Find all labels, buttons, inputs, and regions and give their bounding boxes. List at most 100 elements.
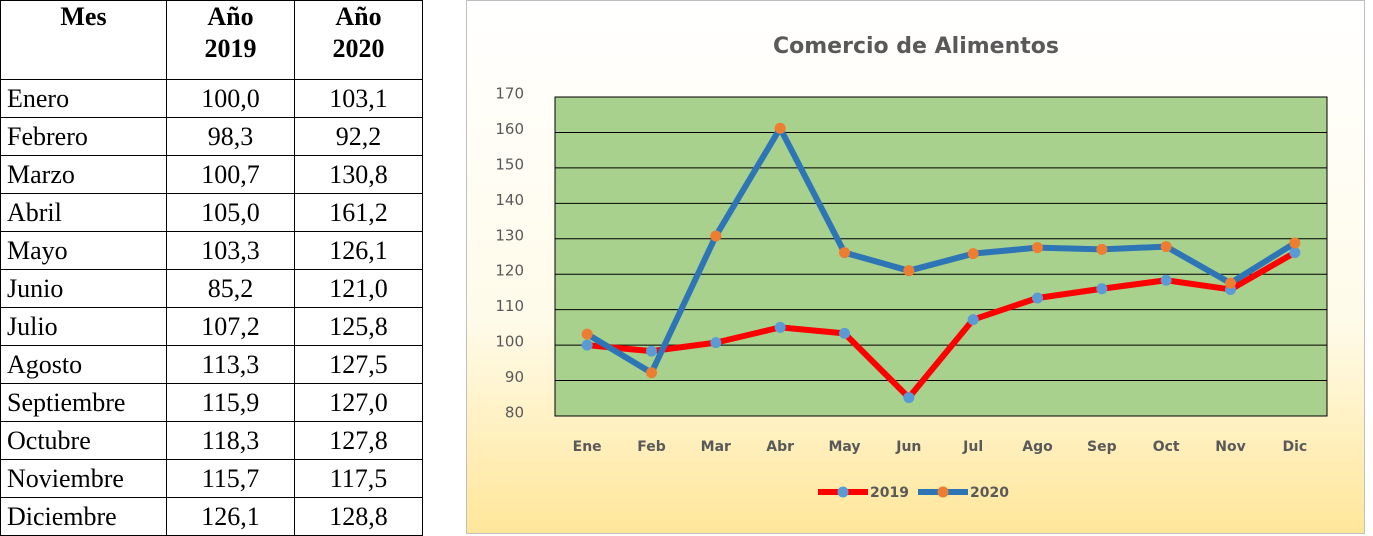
table-row: Marzo 100,7 130,8: [0, 155, 423, 194]
data-point: [967, 314, 979, 326]
table-cell: Octubre: [0, 421, 167, 460]
table-cell: Agosto: [0, 345, 167, 384]
table-cell: Mayo: [0, 231, 167, 270]
table-cell: 121,0: [294, 269, 423, 308]
table-cell: 103,3: [166, 231, 295, 270]
table-cell: Diciembre: [0, 497, 167, 536]
header-text: Mes: [60, 2, 107, 31]
data-point: [839, 247, 850, 259]
header-cell: Mes: [0, 0, 167, 80]
data-point: [903, 392, 915, 404]
y-tick-label: 100: [495, 333, 524, 351]
table-cell: 115,7: [166, 459, 295, 498]
table-row: Junio 85,2 121,0: [0, 269, 423, 308]
data-point: [646, 345, 657, 357]
table-cell: 100,7: [166, 155, 295, 194]
plot-area: [554, 96, 1328, 417]
data-point: [1160, 274, 1172, 286]
table-cell: 105,0: [166, 193, 295, 232]
y-tick-label: 120: [495, 262, 524, 280]
table-row: Octubre 118,3 127,8: [0, 421, 423, 460]
data-point: [774, 122, 786, 134]
table-cell: Marzo: [0, 155, 167, 194]
table-cell: Junio: [0, 269, 167, 308]
table-cell: Febrero: [0, 117, 167, 156]
x-tick-label: Oct: [1153, 439, 1180, 455]
data-point: [581, 339, 593, 351]
x-tick-label: Ago: [1022, 439, 1053, 455]
table-row: Mayo 103,3 126,1: [0, 231, 423, 270]
table-row: Septiembre 115,9 127,0: [0, 383, 423, 422]
x-tick-label: Feb: [637, 439, 666, 455]
table-row: Agosto 113,3 127,5: [0, 345, 423, 384]
table-body: Enero 100,0 103,1 Febrero 98,3 92,2 Marzo 100,7…: [0, 79, 423, 536]
table-cell: Enero: [0, 79, 167, 118]
table-cell: 126,1: [294, 231, 423, 270]
table-cell: 128,8: [294, 497, 423, 536]
table-cell: Septiembre: [0, 383, 167, 422]
table-cell: 100,0: [166, 79, 295, 118]
table-cell: Abril: [0, 193, 167, 232]
x-tick-label: Mar: [701, 439, 731, 455]
legend-marker: [937, 486, 949, 498]
data-point: [1225, 277, 1236, 289]
y-tick-label: 90: [505, 368, 524, 386]
table-cell: Julio: [0, 307, 167, 346]
data-point: [1096, 243, 1108, 255]
header-text: Año 2019: [204, 2, 257, 63]
legend-marker: [837, 486, 849, 498]
y-tick-label: 80: [505, 404, 524, 422]
chart: Comercio de Alimentos 80 90 100 110 120 130 14…: [466, 0, 1365, 534]
data-point: [581, 328, 593, 340]
table-row: Abril 105,0 161,2: [0, 193, 423, 232]
table-cell: 127,8: [294, 421, 423, 460]
data-point: [1032, 292, 1043, 304]
x-tick-label: May: [828, 439, 860, 455]
x-tick-label: Jul: [962, 439, 983, 455]
table-row: Diciembre 126,1 128,8: [0, 497, 423, 536]
header-cell: Año 2019: [166, 0, 295, 80]
table-cell: 117,5: [294, 459, 423, 498]
table-cell: 127,5: [294, 345, 423, 384]
table-cell: 92,2: [294, 117, 423, 156]
data-point: [710, 230, 722, 242]
table-cell: 125,8: [294, 307, 423, 346]
legend-label: 2020: [970, 485, 1009, 501]
data-table: Mes Año 2019 Año 2020 Enero 100,0 103,1 Febre…: [0, 0, 423, 536]
data-point: [774, 321, 786, 333]
x-tick-label: Jun: [895, 439, 921, 455]
data-point: [1289, 247, 1301, 259]
y-tick-label: 140: [495, 191, 524, 209]
chart-title: Comercio de Alimentos: [773, 34, 1059, 59]
y-tick-label: 110: [495, 297, 524, 315]
table-cell: 161,2: [294, 193, 423, 232]
series-line: [586, 249, 1297, 401]
x-tick-label: Nov: [1215, 439, 1245, 455]
table-cell: 130,8: [294, 155, 423, 194]
x-tick-label: Abr: [766, 439, 794, 455]
table-cell: 115,9: [166, 383, 295, 422]
table-cell: 107,2: [166, 307, 295, 346]
table-row: Febrero 98,3 92,2: [0, 117, 423, 156]
table-cell: 127,0: [294, 383, 423, 422]
data-point: [1160, 241, 1172, 253]
x-tick-label: Dic: [1282, 439, 1307, 455]
x-tick-label: Sep: [1087, 439, 1117, 455]
header-cell: Año 2020: [294, 0, 423, 80]
table-cell: 118,3: [166, 421, 295, 460]
data-point: [1032, 242, 1043, 254]
series-line: [585, 125, 1297, 376]
data-point: [646, 367, 657, 379]
table-cell: 113,3: [166, 345, 295, 384]
data-point: [1096, 283, 1108, 295]
y-tick-label: 160: [495, 120, 524, 138]
data-point: [710, 337, 722, 349]
data-point: [967, 248, 979, 260]
table-row: Julio 107,2 125,8: [0, 307, 423, 346]
header-text: Año 2020: [332, 2, 385, 63]
table-cell: 126,1: [166, 497, 295, 536]
table-cell: 103,1: [294, 79, 423, 118]
y-tick-label: 130: [495, 226, 524, 244]
table-row: Noviembre 115,7 117,5: [0, 459, 423, 498]
